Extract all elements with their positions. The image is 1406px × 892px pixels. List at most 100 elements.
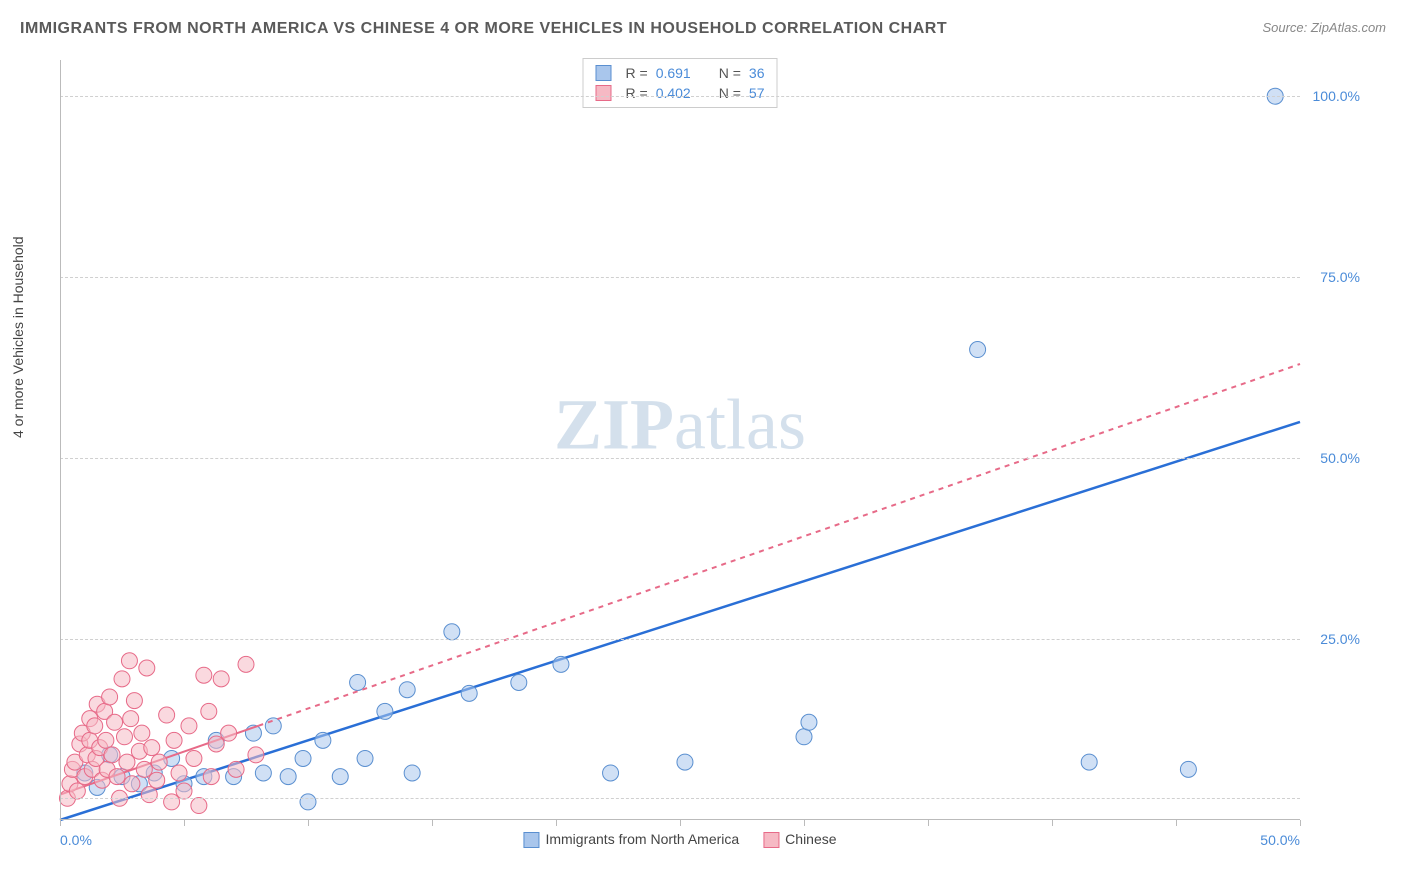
data-point [357, 750, 373, 766]
grid-line [60, 277, 1300, 278]
data-point [801, 714, 817, 730]
r-label: R = [626, 85, 648, 101]
data-point [136, 761, 152, 777]
legend-swatch [596, 85, 612, 101]
data-point [149, 772, 165, 788]
data-point [186, 750, 202, 766]
data-point [238, 656, 254, 672]
data-point [399, 682, 415, 698]
data-point [255, 765, 271, 781]
data-point [69, 783, 85, 799]
legend-swatch [523, 832, 539, 848]
data-point [280, 769, 296, 785]
x-tick [1300, 820, 1301, 826]
data-point [213, 671, 229, 687]
data-point [124, 776, 140, 792]
data-point [151, 754, 167, 770]
data-point [603, 765, 619, 781]
data-point [119, 754, 135, 770]
data-point [139, 660, 155, 676]
data-point [102, 689, 118, 705]
data-point [350, 674, 366, 690]
n-value: 36 [749, 65, 765, 81]
data-point [144, 740, 160, 756]
x-tick [928, 820, 929, 826]
legend-swatch [763, 832, 779, 848]
data-point [677, 754, 693, 770]
x-tick [432, 820, 433, 826]
plot-area: ZIPatlas R =0.691N =36R =0.402N =57 Immi… [60, 60, 1300, 820]
data-point [228, 761, 244, 777]
data-point [511, 674, 527, 690]
data-point [404, 765, 420, 781]
data-point [203, 769, 219, 785]
data-point [300, 794, 316, 810]
correlation-chart: IMMIGRANTS FROM NORTH AMERICA VS CHINESE… [0, 0, 1406, 892]
r-value: 0.402 [656, 85, 691, 101]
y-axis-line [60, 60, 61, 820]
data-point [123, 711, 139, 727]
data-point [295, 750, 311, 766]
data-point [248, 747, 264, 763]
n-label: N = [719, 85, 741, 101]
data-point [159, 707, 175, 723]
data-point [181, 718, 197, 734]
data-point [166, 732, 182, 748]
grid-line [60, 798, 1300, 799]
data-point [201, 703, 217, 719]
data-point [176, 783, 192, 799]
data-point [970, 342, 986, 358]
data-point [221, 725, 237, 741]
grid-line [60, 458, 1300, 459]
legend-swatch [596, 65, 612, 81]
x-tick [1052, 820, 1053, 826]
y-tick-label: 75.0% [1320, 269, 1360, 285]
data-point [104, 747, 120, 763]
legend-label: Immigrants from North America [545, 831, 739, 847]
data-point [109, 769, 125, 785]
legend-label: Chinese [785, 831, 836, 847]
x-tick [184, 820, 185, 826]
data-point [141, 787, 157, 803]
data-point [98, 732, 114, 748]
grid-line [60, 96, 1300, 97]
top-legend-row: R =0.691N =36 [596, 63, 765, 83]
chart-title: IMMIGRANTS FROM NORTH AMERICA VS CHINESE… [20, 20, 947, 38]
data-point [444, 624, 460, 640]
x-tick-label: 50.0% [1260, 832, 1300, 848]
data-point [553, 656, 569, 672]
data-point [796, 729, 812, 745]
data-point [116, 729, 132, 745]
source-label: Source: ZipAtlas.com [1262, 20, 1386, 35]
data-point [121, 653, 137, 669]
data-point [208, 736, 224, 752]
data-point [265, 718, 281, 734]
legend-item: Chinese [763, 831, 836, 848]
y-tick-label: 100.0% [1313, 88, 1360, 104]
y-axis-label: 4 or more Vehicles in Household [10, 236, 26, 438]
data-point [126, 693, 142, 709]
data-point [114, 671, 130, 687]
data-point [461, 685, 477, 701]
trend-line-dashed [258, 364, 1300, 726]
scatter-svg [60, 60, 1300, 820]
n-value: 57 [749, 85, 765, 101]
data-point [164, 794, 180, 810]
data-point [191, 798, 207, 814]
data-point [87, 718, 103, 734]
x-tick-label: 0.0% [60, 832, 92, 848]
data-point [377, 703, 393, 719]
x-tick [556, 820, 557, 826]
correlation-legend: R =0.691N =36 R = 0.402 N = 57 [583, 58, 778, 108]
data-point [1081, 754, 1097, 770]
data-point [107, 714, 123, 730]
data-point [171, 765, 187, 781]
y-tick-label: 25.0% [1320, 631, 1360, 647]
data-point [134, 725, 150, 741]
grid-line [60, 639, 1300, 640]
x-tick [1176, 820, 1177, 826]
data-point [1180, 761, 1196, 777]
data-point [315, 732, 331, 748]
x-tick [60, 820, 61, 826]
x-tick [804, 820, 805, 826]
